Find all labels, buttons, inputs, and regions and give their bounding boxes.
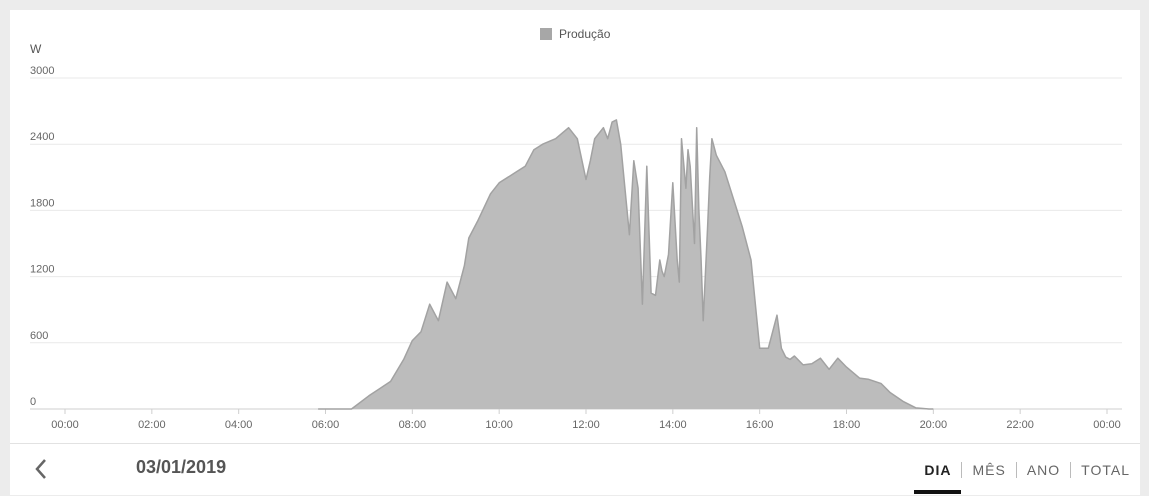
tab-dia[interactable]: DIA [914,444,962,496]
legend-label: Produção [559,27,611,41]
date-navigation-bar: 03/01/2019 DIA MÊS ANO TOTAL [10,443,1140,496]
y-tick-label: 3000 [30,65,54,77]
legend-swatch [540,28,552,40]
tab-total[interactable]: TOTAL [1081,462,1130,478]
x-tick-label: 16:00 [746,419,774,431]
x-tick-label: 00:00 [1093,419,1121,431]
tab-mes[interactable]: MÊS [972,462,1006,478]
production-chart: 0 600 1200 1800 2400 3000 W 00:00 02:00 04:00 06:0… [30,42,1122,431]
x-tick-label: 00:00 [51,419,79,431]
y-tick-label: 2400 [30,131,54,143]
x-tick-label: 20:00 [920,419,948,431]
y-tick-label: 1200 [30,264,54,276]
production-area [318,119,934,410]
y-tick-label: 0 [30,396,36,408]
chevron-left-icon [35,459,46,479]
previous-day-button[interactable] [30,454,52,484]
tab-divider [1070,462,1072,478]
x-tick-label: 06:00 [312,419,340,431]
x-tick-label: 10:00 [485,419,513,431]
chart-legend[interactable]: Produção [540,27,610,41]
selected-date[interactable]: 03/01/2019 [136,457,227,477]
period-tabs: DIA MÊS ANO TOTAL [914,444,1140,496]
y-tick-label: 600 [30,330,48,342]
y-tick-label: 1800 [30,197,54,209]
tab-divider [1015,462,1017,478]
x-tick-label: 08:00 [399,419,427,431]
chart-card: 0 600 1200 1800 2400 3000 W 00:00 02:00 04:00 06:0… [10,10,1140,495]
x-tick-label: 04:00 [225,419,253,431]
x-tick-label: 22:00 [1006,419,1034,431]
x-tick-label: 18:00 [833,419,861,431]
tab-divider [961,462,963,478]
x-tick-label: 02:00 [138,419,166,431]
x-tick-label: 14:00 [659,419,687,431]
x-tick-label: 12:00 [572,419,600,431]
production-line [318,119,934,410]
y-axis-label: W [30,42,42,56]
tab-ano[interactable]: ANO [1026,462,1061,478]
